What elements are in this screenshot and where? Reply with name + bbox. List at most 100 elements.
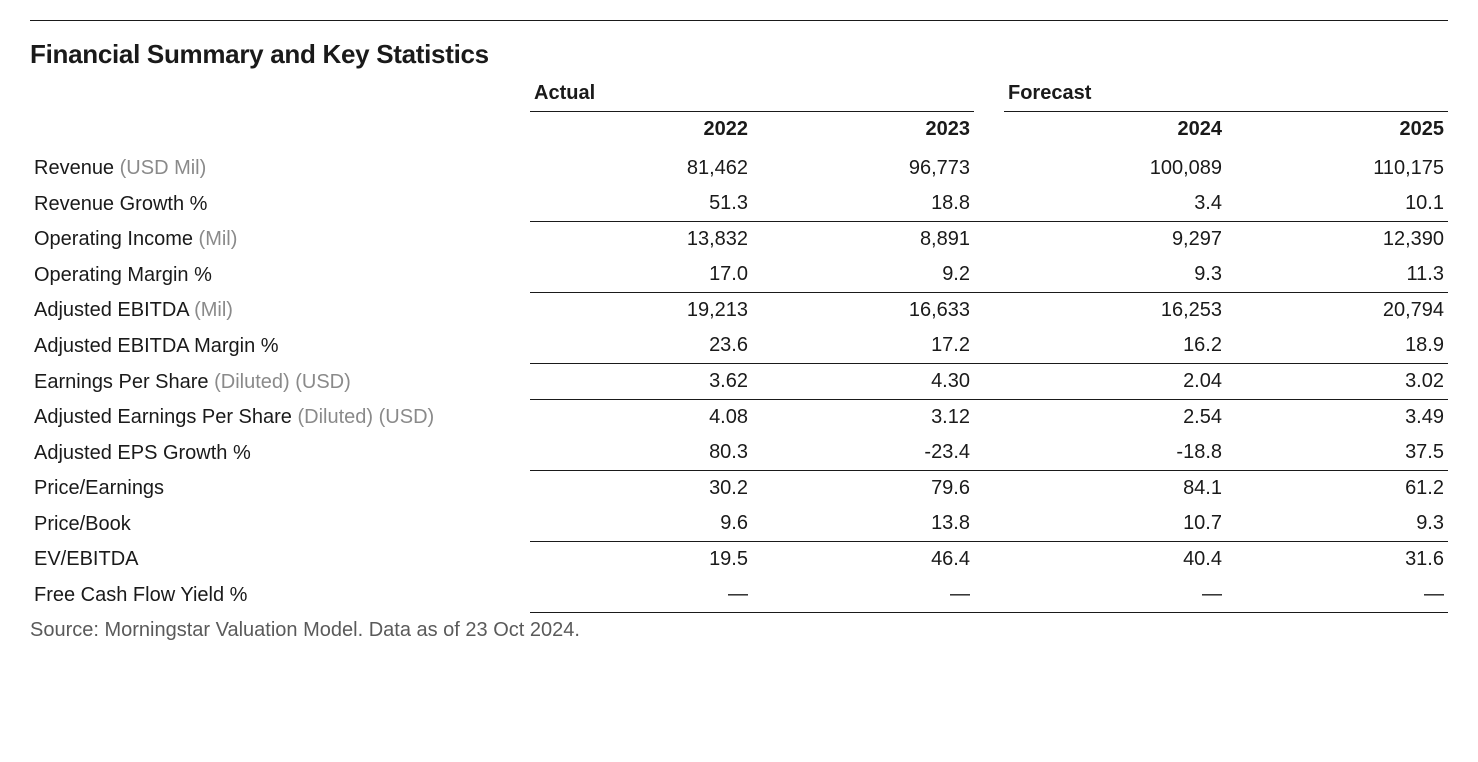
metric-value: 10.1 [1226,186,1448,222]
year-header: 2023 [752,112,974,152]
metric-value: 31.6 [1226,542,1448,578]
metric-name: Operating Income [34,228,193,250]
metric-label: Adjusted EBITDA Margin % [30,328,530,364]
metric-unit: (Mil) [194,299,233,321]
header-gap [974,112,1004,152]
metric-unit: (Diluted) (USD) [298,406,435,428]
metric-value: -23.4 [752,435,974,471]
metric-name: Price/Earnings [34,477,164,499]
metric-value: 110,175 [1226,151,1448,186]
metric-value: 9,297 [1004,222,1226,258]
metric-value: 2.04 [1004,364,1226,400]
metric-value: 9.6 [530,506,752,542]
table-row: Operating Income (Mil)13,8328,8919,29712… [30,222,1448,258]
metric-value: 8,891 [752,222,974,258]
financial-table: Actual Forecast 2022 2023 2024 2025 Reve… [30,78,1448,613]
metric-value: — [530,577,752,613]
source-footnote: Source: Morningstar Valuation Model. Dat… [30,619,1448,642]
column-gap [974,577,1004,613]
year-header: 2025 [1226,112,1448,152]
year-header: 2024 [1004,112,1226,152]
metric-label: Earnings Per Share (Diluted) (USD) [30,364,530,400]
metric-value: 3.12 [752,400,974,436]
metric-value: 4.08 [530,400,752,436]
table-row: Revenue (USD Mil)81,46296,773100,089110,… [30,151,1448,186]
metric-value: 11.3 [1226,257,1448,293]
metric-name: Adjusted EPS Growth % [34,442,251,464]
column-gap [974,186,1004,222]
metric-label: Price/Earnings [30,471,530,507]
metric-value: 9.3 [1226,506,1448,542]
metric-name: Adjusted EBITDA Margin % [34,335,279,357]
column-gap [974,542,1004,578]
table-row: Adjusted EBITDA (Mil)19,21316,63316,2532… [30,293,1448,329]
column-gap [974,506,1004,542]
metric-value: 12,390 [1226,222,1448,258]
column-gap [974,151,1004,186]
table-row: Operating Margin % 17.09.2 9.311.3 [30,257,1448,293]
metric-unit: (Diluted) (USD) [214,371,351,393]
metric-name: Price/Book [34,513,131,535]
metric-unit: (Mil) [199,228,238,250]
section-actual-header: Actual [530,78,974,112]
blank-header [30,112,530,152]
metric-label: Free Cash Flow Yield % [30,577,530,613]
header-gap [974,78,1004,112]
metric-value: 3.02 [1226,364,1448,400]
table-row: Adjusted EPS Growth %80.3-23.4-18.837.5 [30,435,1448,471]
metric-value: 17.0 [530,257,752,293]
metric-value: 17.2 [752,328,974,364]
metric-value: 84.1 [1004,471,1226,507]
metric-name: Adjusted EBITDA [34,299,189,321]
metric-value: 40.4 [1004,542,1226,578]
column-gap [974,257,1004,293]
metric-value: 19.5 [530,542,752,578]
column-gap [974,435,1004,471]
metric-value: 10.7 [1004,506,1226,542]
metric-value: 16,253 [1004,293,1226,329]
table-row: Free Cash Flow Yield %———— [30,577,1448,613]
table-row: Price/Book9.613.810.79.3 [30,506,1448,542]
metric-name: Revenue [34,157,114,179]
metric-name: Adjusted Earnings Per Share [34,406,292,428]
metric-value: 2.54 [1004,400,1226,436]
metric-value: 51.3 [530,186,752,222]
metric-name: Revenue Growth % [34,193,207,215]
metric-value: — [1004,577,1226,613]
table-row: Adjusted EBITDA Margin %23.617.216.218.9 [30,328,1448,364]
metric-value: 81,462 [530,151,752,186]
metric-value: 79.6 [752,471,974,507]
metric-name: Earnings Per Share [34,371,209,393]
column-gap [974,328,1004,364]
metric-value: 18.9 [1226,328,1448,364]
metric-label: Revenue Growth % [30,186,530,222]
blank-header [30,78,530,112]
metric-value: 96,773 [752,151,974,186]
panel-title: Financial Summary and Key Statistics [30,39,1448,70]
metric-value: 30.2 [530,471,752,507]
metric-label: Adjusted Earnings Per Share (Diluted) (U… [30,400,530,436]
metric-name: EV/EBITDA [34,548,138,570]
metric-label: EV/EBITDA [30,542,530,578]
table-row: Adjusted Earnings Per Share (Diluted) (U… [30,400,1448,436]
metric-value: 9.2 [752,257,974,293]
metric-value: — [1226,577,1448,613]
metric-value: 16.2 [1004,328,1226,364]
metric-label: Operating Income (Mil) [30,222,530,258]
metric-value: 18.8 [752,186,974,222]
metric-value: 61.2 [1226,471,1448,507]
metric-label: Price/Book [30,506,530,542]
metric-name: Operating Margin % [34,264,212,286]
column-gap [974,222,1004,258]
table-row: Earnings Per Share (Diluted) (USD)3.624.… [30,364,1448,400]
table-row: EV/EBITDA19.546.440.431.6 [30,542,1448,578]
metric-value: 19,213 [530,293,752,329]
metric-value: 3.4 [1004,186,1226,222]
financial-summary-panel: Financial Summary and Key Statistics Act… [30,20,1448,642]
column-gap [974,471,1004,507]
metric-value: 9.3 [1004,257,1226,293]
section-forecast-header: Forecast [1004,78,1448,112]
column-gap [974,293,1004,329]
metric-value: 3.62 [530,364,752,400]
metric-label: Operating Margin % [30,257,530,293]
